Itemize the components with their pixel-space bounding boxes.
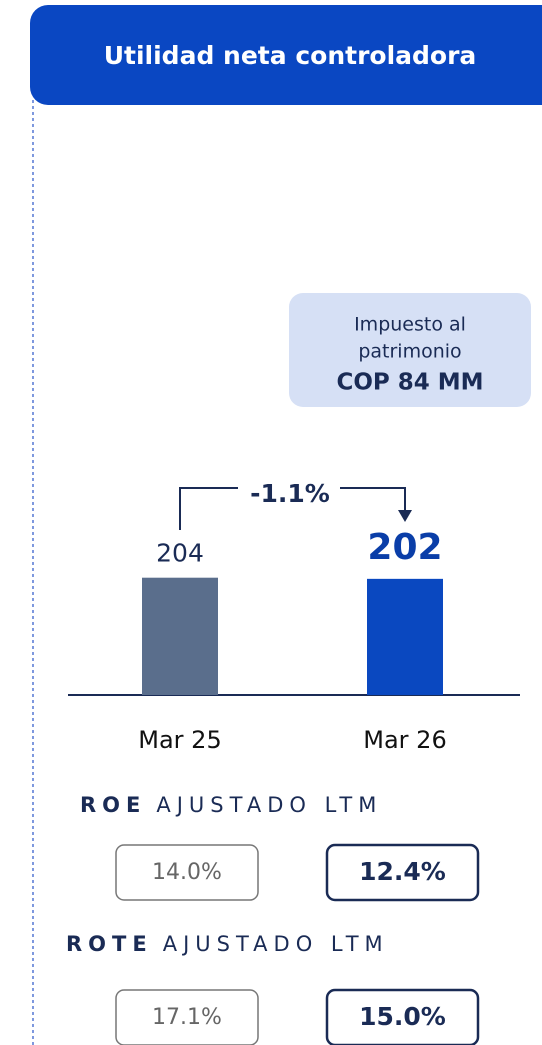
change-bracket [179,487,406,530]
annotation-amount: COP 84 MM [336,370,483,396]
metric-name: ROE [80,793,146,817]
value-label: 204 [156,539,204,568]
metric-box [115,844,259,901]
annotation-box [289,293,531,407]
metric-value: 17.1% [152,1005,222,1030]
chart-title: Utilidad neta controladora [104,41,477,70]
annotation-text: Impuesto al [354,314,466,336]
metric-label: AJUSTADO LTM [156,793,382,817]
bar [142,577,218,695]
metric-value: 15.0% [359,1002,446,1031]
metric-box [325,988,480,1045]
change-arrow [398,510,412,522]
metric-heading: ROE AJUSTADO LTM [80,793,382,817]
bar [367,578,443,695]
header [30,5,542,105]
value-label: 202 [367,527,442,568]
annotation-text: patrimonio [358,341,461,363]
metric-value: 14.0% [152,860,222,885]
x-tick-label: Mar 25 [138,726,221,754]
metric-box [325,843,480,902]
metric-label: AJUSTADO LTM [163,932,389,956]
x-tick-label: Mar 26 [363,726,446,754]
change-label: -1.1% [250,479,330,508]
metric-box [115,989,259,1045]
metric-heading: ROTE AJUSTADO LTM [66,932,389,956]
metric-name: ROTE [66,932,153,956]
metric-value: 12.4% [359,857,446,886]
